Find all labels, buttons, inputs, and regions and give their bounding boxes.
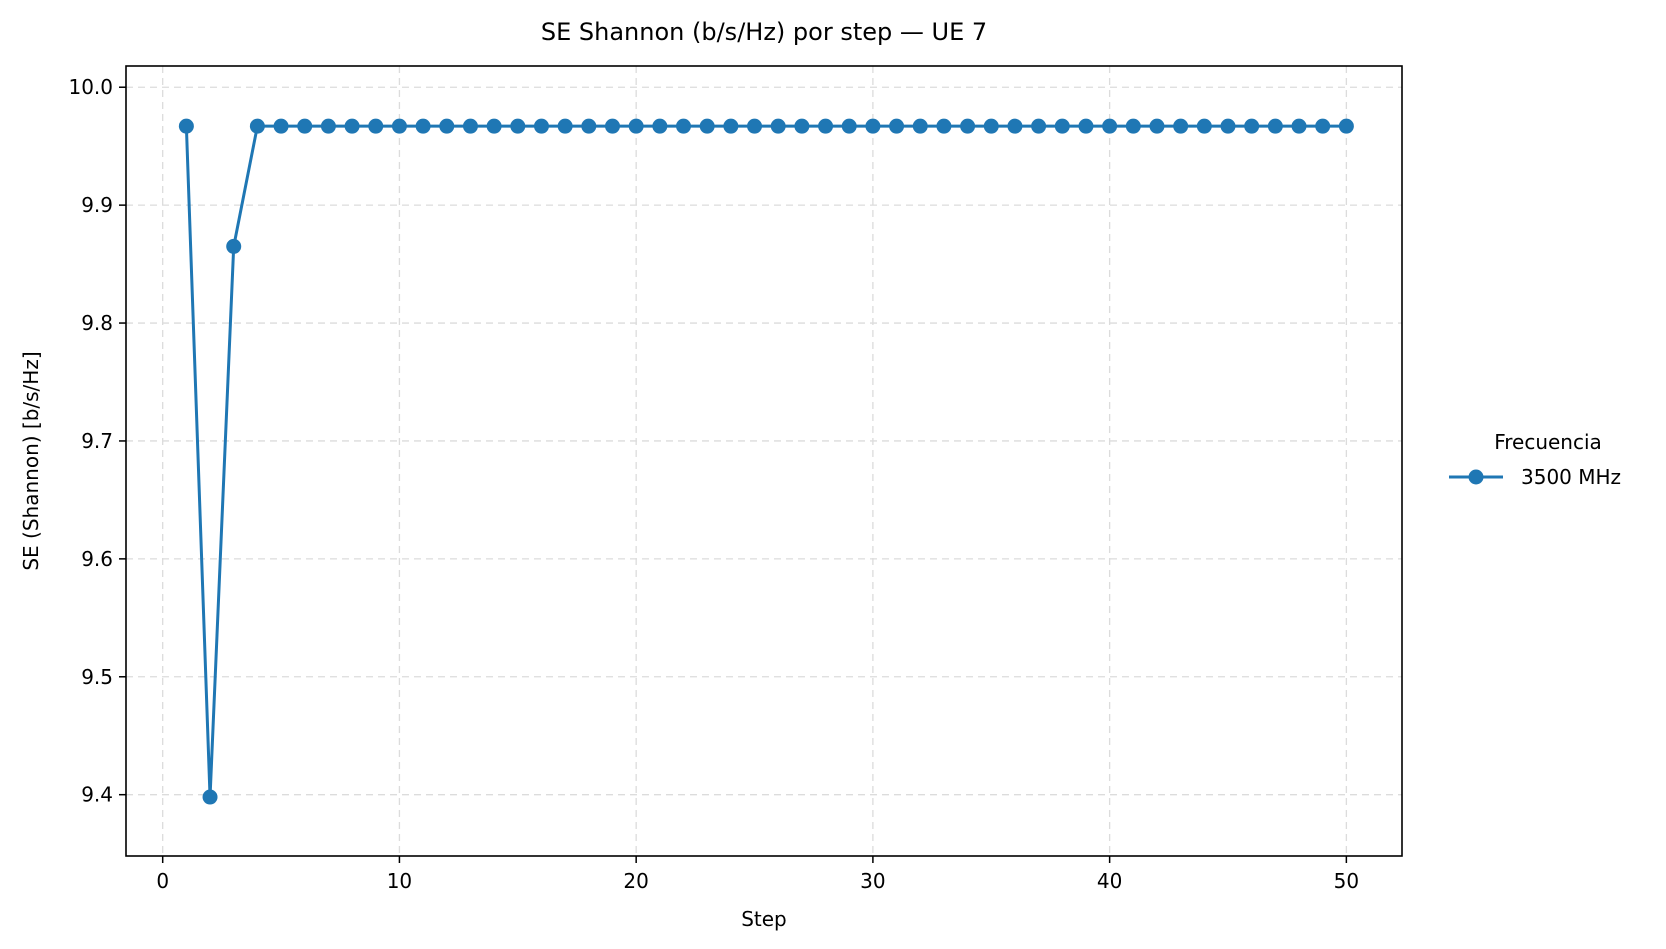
data-point	[1078, 118, 1094, 134]
data-point	[936, 118, 952, 134]
y-tick-label: 9.8	[81, 311, 113, 335]
x-tick-label: 20	[623, 869, 648, 893]
data-point	[1054, 118, 1070, 134]
data-point	[320, 118, 336, 134]
data-point	[770, 118, 786, 134]
data-point	[723, 118, 739, 134]
y-tick-label: 9.6	[81, 547, 113, 571]
data-point	[344, 118, 360, 134]
data-point	[676, 118, 692, 134]
data-point	[581, 118, 597, 134]
data-point	[1173, 118, 1189, 134]
data-point	[1220, 118, 1236, 134]
data-point	[202, 789, 218, 805]
data-point	[1267, 118, 1283, 134]
data-point	[415, 118, 431, 134]
grid	[126, 66, 1402, 856]
data-point	[628, 118, 644, 134]
data-point	[1102, 118, 1118, 134]
data-point	[1338, 118, 1354, 134]
data-point	[889, 118, 905, 134]
data-point	[391, 118, 407, 134]
data-point	[462, 118, 478, 134]
plot-frame	[125, 65, 1403, 857]
y-tick-label: 9.5	[81, 665, 113, 689]
legend-label-3500: 3500 MHz	[1521, 465, 1621, 489]
data-point	[865, 118, 881, 134]
x-tick-label: 10	[387, 869, 412, 893]
x-tick-label: 50	[1334, 869, 1359, 893]
data-point	[604, 118, 620, 134]
data-point	[178, 118, 194, 134]
data-point	[1291, 118, 1307, 134]
y-tick-label: 9.7	[81, 429, 113, 453]
data-point	[1315, 118, 1331, 134]
data-point	[1125, 118, 1141, 134]
y-tick-label: 9.9	[81, 193, 113, 217]
legend-marker-3500	[1468, 469, 1484, 485]
data-point	[249, 118, 265, 134]
data-point	[841, 118, 857, 134]
data-point	[818, 118, 834, 134]
series-layer	[178, 118, 1354, 805]
data-point	[1031, 118, 1047, 134]
y-axis-title: SE (Shannon) [b/s/Hz]	[19, 351, 43, 570]
y-tick-label: 10.0	[68, 75, 113, 99]
legend-title: Frecuencia	[1494, 430, 1602, 454]
data-point	[747, 118, 763, 134]
x-tick-label: 0	[156, 869, 169, 893]
data-point	[368, 118, 384, 134]
data-point	[273, 118, 289, 134]
data-point	[1196, 118, 1212, 134]
legend: Frecuencia 3500 MHz	[1449, 430, 1621, 489]
data-point	[794, 118, 810, 134]
data-point	[1149, 118, 1165, 134]
y-tick-label: 9.4	[81, 783, 113, 807]
data-point	[557, 118, 573, 134]
data-point	[699, 118, 715, 134]
x-axis-title: Step	[741, 907, 787, 931]
y-axis: 9.4 9.5 9.6 9.7 9.8 9.9 10.0	[68, 75, 126, 807]
data-point	[226, 238, 242, 254]
x-tick-label: 40	[1097, 869, 1122, 893]
data-point	[1244, 118, 1260, 134]
x-tick-label: 30	[860, 869, 885, 893]
chart-title: SE Shannon (b/s/Hz) por step — UE 7	[541, 18, 987, 46]
data-point	[533, 118, 549, 134]
data-point	[1007, 118, 1023, 134]
data-point	[297, 118, 313, 134]
data-point	[983, 118, 999, 134]
data-point	[486, 118, 502, 134]
data-point	[652, 118, 668, 134]
data-point	[912, 118, 928, 134]
data-point	[510, 118, 526, 134]
data-point	[960, 118, 976, 134]
data-point	[439, 118, 455, 134]
x-axis: 0 10 20 30 40 50	[156, 856, 1359, 893]
